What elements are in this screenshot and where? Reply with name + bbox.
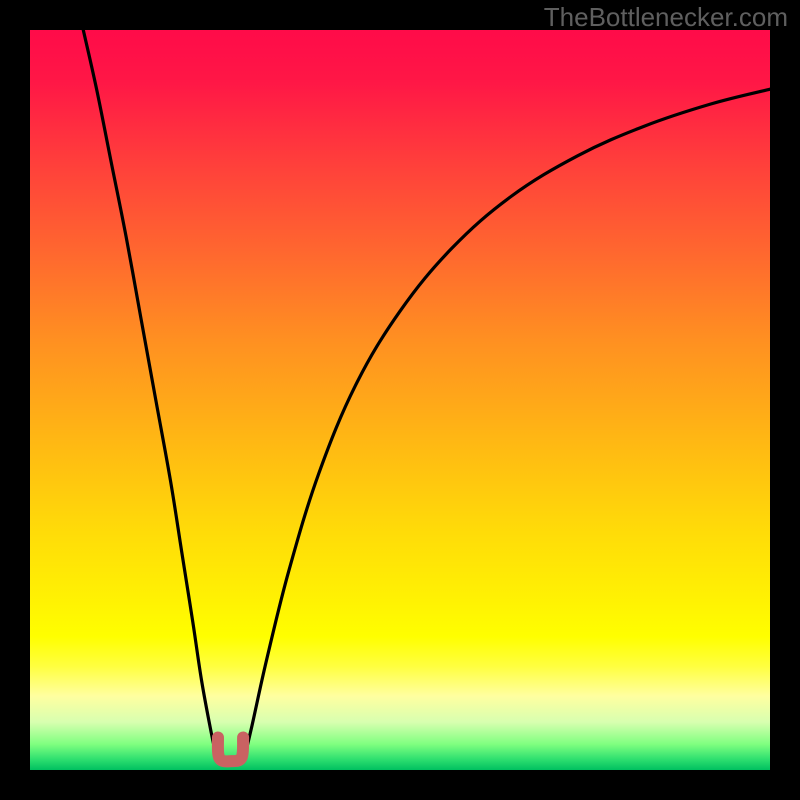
- plot-background: [30, 30, 770, 770]
- watermark-label: TheBottlenecker.com: [544, 2, 788, 33]
- chart-svg: [0, 0, 800, 800]
- chart-root: TheBottlenecker.com: [0, 0, 800, 800]
